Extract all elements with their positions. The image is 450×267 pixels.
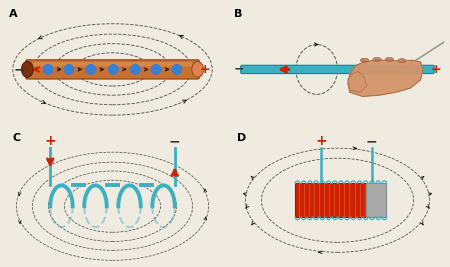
Text: C: C <box>13 133 21 143</box>
Ellipse shape <box>385 57 394 61</box>
Bar <box>296 183 366 217</box>
Text: +: + <box>199 63 210 76</box>
Bar <box>366 183 387 217</box>
Polygon shape <box>348 60 423 96</box>
Ellipse shape <box>192 61 203 77</box>
Text: +: + <box>45 134 56 148</box>
FancyBboxPatch shape <box>33 62 192 66</box>
Circle shape <box>130 65 140 74</box>
Text: −: − <box>169 134 180 148</box>
Text: −: − <box>366 134 378 148</box>
Circle shape <box>86 65 96 74</box>
Circle shape <box>108 65 118 74</box>
Ellipse shape <box>398 59 406 63</box>
Text: −: − <box>234 63 244 76</box>
Text: D: D <box>238 133 247 143</box>
Text: A: A <box>9 10 17 19</box>
Text: +: + <box>431 63 441 76</box>
Circle shape <box>151 65 161 74</box>
Circle shape <box>172 65 182 74</box>
Ellipse shape <box>22 61 33 77</box>
Polygon shape <box>348 72 367 92</box>
Circle shape <box>43 65 53 74</box>
Ellipse shape <box>373 57 381 61</box>
FancyBboxPatch shape <box>241 65 434 74</box>
FancyBboxPatch shape <box>26 60 199 79</box>
Ellipse shape <box>360 58 369 62</box>
Text: +: + <box>315 134 327 148</box>
Text: B: B <box>234 10 242 19</box>
Circle shape <box>64 65 74 74</box>
Text: −: − <box>13 62 25 76</box>
